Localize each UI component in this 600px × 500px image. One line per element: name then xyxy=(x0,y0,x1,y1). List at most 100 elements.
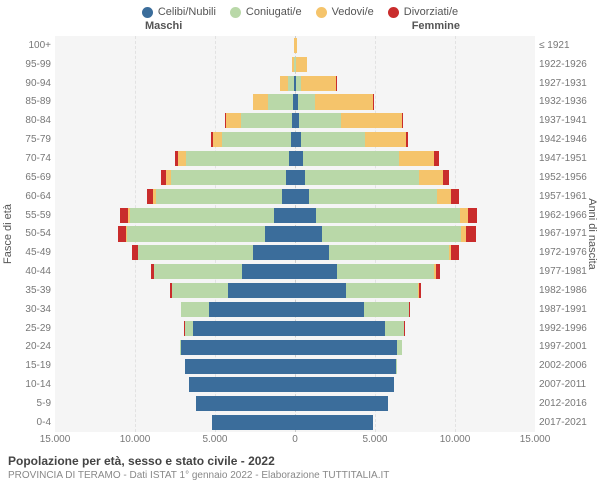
y-tick-left: 85-89 xyxy=(0,93,51,112)
y-tick-right: 2007-2011 xyxy=(539,375,600,394)
x-axis: 15.00010.0005.00005.00010.00015.000 xyxy=(0,434,600,448)
y-tick-left: 60-64 xyxy=(0,187,51,206)
bar-segment xyxy=(185,321,193,336)
bar-segment xyxy=(451,189,459,204)
y-tick-left: 30-34 xyxy=(0,300,51,319)
female-bar xyxy=(295,111,535,130)
bar-segment xyxy=(241,113,292,128)
y-tick-left: 20-24 xyxy=(0,338,51,357)
y-tick-left: 0-4 xyxy=(0,413,51,432)
bar-segment xyxy=(299,113,341,128)
female-bar xyxy=(295,206,535,225)
bar-segment xyxy=(419,170,443,185)
bar-row xyxy=(55,93,535,112)
bar-segment xyxy=(451,245,458,260)
bar-segment xyxy=(295,208,316,223)
bar-segment xyxy=(193,321,295,336)
y-tick-left: 75-79 xyxy=(0,130,51,149)
bar-segment xyxy=(436,264,441,279)
y-tick-left: 25-29 xyxy=(0,319,51,338)
male-bar xyxy=(55,111,295,130)
bar-row xyxy=(55,357,535,376)
bar-row xyxy=(55,55,535,74)
bar-segment xyxy=(341,113,402,128)
male-bar xyxy=(55,168,295,187)
bar-row xyxy=(55,319,535,338)
y-tick-right: 1922-1926 xyxy=(539,55,600,74)
bar-segment xyxy=(364,302,409,317)
population-pyramid-chart: Celibi/Nubili Coniugati/e Vedovi/e Divorzia… xyxy=(0,0,600,500)
bar-segment xyxy=(295,302,364,317)
x-tick: 15.000 xyxy=(520,434,551,445)
bar-segment xyxy=(228,283,295,298)
legend: Celibi/Nubili Coniugati/e Vedovi/e Divorzia… xyxy=(0,0,600,20)
female-bar xyxy=(295,281,535,300)
male-bar xyxy=(55,300,295,319)
y-tick-left: 95-99 xyxy=(0,55,51,74)
bar-segment xyxy=(296,57,307,72)
bar-segment xyxy=(295,377,394,392)
x-tick: 10.000 xyxy=(440,434,471,445)
y-tick-left: 80-84 xyxy=(0,111,51,130)
bar-segment xyxy=(172,283,228,298)
x-tick: 5.000 xyxy=(362,434,387,445)
legend-label: Vedovi/e xyxy=(332,6,374,18)
bar-segment xyxy=(213,132,223,147)
female-bar xyxy=(295,168,535,187)
bar-segment xyxy=(196,396,295,411)
legend-item: Coniugati/e xyxy=(230,6,302,18)
female-label: Femmine xyxy=(412,20,460,32)
bar-row xyxy=(55,168,535,187)
bar-segment xyxy=(468,208,478,223)
female-bar xyxy=(295,375,535,394)
female-bar xyxy=(295,225,535,244)
female-bar xyxy=(295,319,535,338)
bar-segment xyxy=(295,170,305,185)
plot xyxy=(55,36,535,432)
female-bar xyxy=(295,149,535,168)
bar-segment xyxy=(268,94,294,109)
bar-segment xyxy=(466,226,476,241)
y-tick-left: 5-9 xyxy=(0,394,51,413)
y-tick-left: 40-44 xyxy=(0,262,51,281)
bar-segment xyxy=(460,208,468,223)
male-bar xyxy=(55,413,295,432)
bar-segment xyxy=(316,208,460,223)
legend-swatch xyxy=(230,7,241,18)
bar-segment xyxy=(437,189,451,204)
male-label: Maschi xyxy=(145,20,182,32)
bar-segment xyxy=(253,94,267,109)
bar-row xyxy=(55,206,535,225)
y-tick-left: 10-14 xyxy=(0,375,51,394)
bar-segment xyxy=(282,189,295,204)
bar-segment xyxy=(209,302,295,317)
female-bar xyxy=(295,300,535,319)
bar-segment xyxy=(406,132,408,147)
bar-segment xyxy=(185,359,295,374)
male-bar xyxy=(55,243,295,262)
male-bar xyxy=(55,225,295,244)
bar-row xyxy=(55,300,535,319)
bar-segment xyxy=(171,170,286,185)
bar-segment xyxy=(295,264,337,279)
bar-segment xyxy=(305,170,419,185)
bar-segment xyxy=(295,321,385,336)
male-bar xyxy=(55,394,295,413)
bar-segment xyxy=(138,245,253,260)
female-bar xyxy=(295,357,535,376)
legend-item: Divorziati/e xyxy=(388,6,458,18)
y-tick-right: 1947-1951 xyxy=(539,149,600,168)
legend-item: Vedovi/e xyxy=(316,6,374,18)
male-bar xyxy=(55,357,295,376)
male-bar xyxy=(55,36,295,55)
female-bar xyxy=(295,74,535,93)
male-bar xyxy=(55,281,295,300)
bar-segment xyxy=(181,340,295,355)
x-ticks: 15.00010.0005.00005.00010.00015.000 xyxy=(55,434,535,448)
y-tick-right: 1952-1956 xyxy=(539,168,600,187)
legend-label: Celibi/Nubili xyxy=(158,6,216,18)
male-bar xyxy=(55,187,295,206)
y-tick-right: 2002-2006 xyxy=(539,356,600,375)
male-bar xyxy=(55,206,295,225)
y-tick-right: 1997-2001 xyxy=(539,338,600,357)
